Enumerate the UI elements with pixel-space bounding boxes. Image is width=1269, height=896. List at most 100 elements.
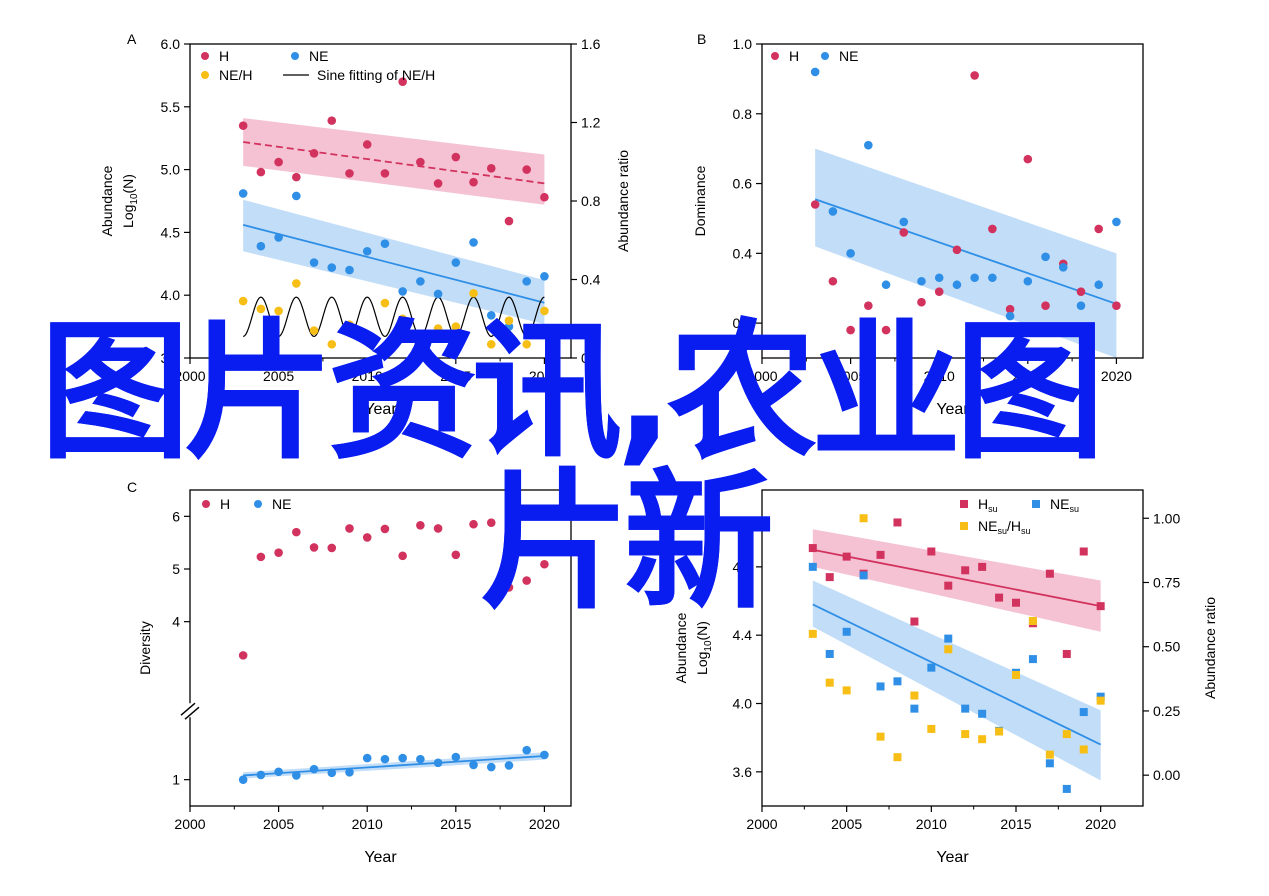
x-tick-label: 2000 bbox=[746, 816, 777, 832]
x-tick-label: 2005 bbox=[835, 368, 866, 384]
data-point bbox=[238, 121, 248, 130]
y-tick-label: 4.8 bbox=[733, 559, 753, 575]
data-point bbox=[825, 678, 834, 687]
fit-line bbox=[243, 755, 545, 777]
data-point bbox=[808, 629, 817, 638]
data-point bbox=[256, 770, 266, 780]
data-point bbox=[859, 514, 868, 523]
confidence-band bbox=[243, 199, 545, 325]
data-point bbox=[1076, 301, 1086, 310]
legend-label: NEsu bbox=[1050, 496, 1079, 514]
data-point bbox=[893, 753, 902, 762]
data-point bbox=[927, 547, 936, 556]
panel-d: 2000 2005 2010 2015 2020 3.6 4.0 4.4 4.8 0.00 0.25… bbox=[673, 489, 1218, 866]
data-point bbox=[345, 320, 354, 329]
y-tick-label: 4.0 bbox=[733, 696, 753, 712]
data-point bbox=[1023, 154, 1033, 164]
data-point bbox=[540, 272, 549, 281]
data-point bbox=[917, 276, 926, 286]
data-point bbox=[256, 552, 266, 562]
data-point bbox=[1079, 745, 1088, 754]
data-point bbox=[1076, 287, 1086, 297]
data-point bbox=[398, 287, 407, 296]
data-point bbox=[469, 238, 478, 247]
y-tick-label: 0.2 bbox=[733, 315, 753, 331]
data-point bbox=[451, 752, 461, 762]
y-axis-label: Diversity bbox=[137, 621, 153, 675]
data-point bbox=[846, 249, 855, 258]
y-tick-label: 3.5 bbox=[161, 350, 181, 366]
data-point bbox=[978, 735, 987, 744]
data-point bbox=[238, 651, 248, 660]
panel-a: 2000 2005 2010 2015 2020 3.5 4.0 4.5 5.0 5.5 6.0 0.… bbox=[99, 31, 631, 418]
panel-letter: C bbox=[127, 479, 137, 495]
data-point bbox=[944, 581, 953, 590]
data-point bbox=[398, 77, 407, 86]
data-point bbox=[433, 524, 443, 533]
legend-marker bbox=[202, 500, 210, 508]
data-point bbox=[292, 172, 301, 182]
data-point bbox=[944, 634, 953, 643]
axis-break-mark bbox=[184, 706, 200, 720]
y-tick-label: 4.0 bbox=[161, 287, 181, 303]
data-point bbox=[327, 263, 337, 272]
data-point bbox=[380, 754, 390, 764]
data-point bbox=[362, 246, 372, 256]
data-point bbox=[810, 200, 820, 209]
x-tick-label: 2010 bbox=[924, 368, 955, 384]
data-point bbox=[995, 727, 1004, 736]
y-tick-label: 5.5 bbox=[161, 99, 181, 115]
data-point bbox=[380, 524, 390, 534]
data-point bbox=[274, 157, 283, 167]
fit-line bbox=[812, 603, 1102, 746]
data-point bbox=[416, 754, 425, 764]
data-point bbox=[486, 339, 496, 349]
data-point bbox=[899, 228, 909, 237]
data-point bbox=[486, 518, 496, 527]
data-point bbox=[486, 762, 496, 772]
legend-label: NE bbox=[839, 48, 858, 64]
y2-tick-label: 0.00 bbox=[1153, 767, 1180, 783]
data-point bbox=[274, 767, 283, 777]
plot-frame bbox=[761, 489, 1144, 807]
data-point bbox=[274, 233, 283, 242]
data-point bbox=[842, 686, 851, 695]
data-point bbox=[540, 306, 549, 316]
data-point bbox=[961, 730, 970, 739]
plot-frame bbox=[761, 43, 1144, 359]
y2-axis-label: Abundance ratio bbox=[615, 150, 631, 252]
data-point bbox=[859, 571, 868, 580]
data-point bbox=[362, 140, 372, 149]
x-tick-label: 2015 bbox=[440, 368, 471, 384]
data-point bbox=[988, 224, 997, 234]
data-point bbox=[380, 169, 390, 178]
data-point bbox=[540, 750, 549, 760]
data-point bbox=[522, 576, 531, 585]
data-point bbox=[988, 273, 997, 283]
x-tick-label: 2005 bbox=[831, 816, 862, 832]
panel-b: 2000 2005 2010 2015 2020 0.2 0.4 0.6 0.8 1.0 Year D… bbox=[692, 31, 1144, 418]
data-point bbox=[952, 245, 962, 255]
y-tick-label: 4 bbox=[172, 614, 180, 630]
plot-frame bbox=[189, 489, 572, 807]
data-point bbox=[1094, 224, 1103, 234]
data-point bbox=[504, 316, 514, 326]
data-point bbox=[978, 709, 987, 718]
data-point bbox=[398, 314, 407, 324]
x-tick-label: 2010 bbox=[916, 816, 947, 832]
data-point bbox=[522, 277, 531, 286]
data-point bbox=[309, 258, 319, 267]
data-point bbox=[1112, 301, 1121, 310]
data-point bbox=[1045, 569, 1054, 578]
legend-label: H bbox=[789, 48, 799, 64]
x-axis-label: Year bbox=[364, 849, 397, 866]
data-point bbox=[1079, 708, 1088, 717]
data-point bbox=[808, 562, 817, 571]
legend-marker bbox=[771, 52, 779, 60]
x-tick-label: 2000 bbox=[746, 368, 777, 384]
y2-tick-label: 1.2 bbox=[581, 115, 601, 131]
data-point bbox=[522, 165, 531, 174]
data-point bbox=[504, 583, 514, 592]
data-point bbox=[309, 764, 319, 774]
data-point bbox=[469, 760, 478, 770]
